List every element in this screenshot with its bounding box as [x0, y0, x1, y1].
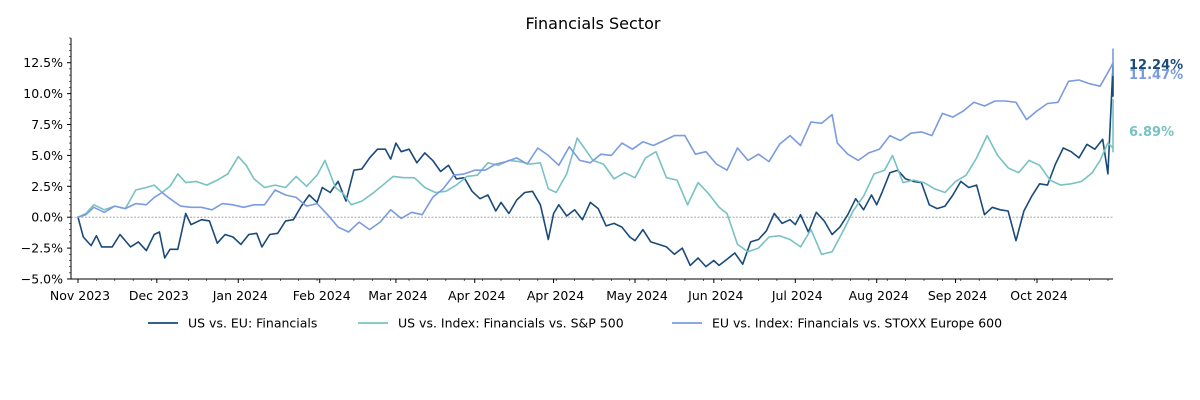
legend-label-2: US vs. Index: Financials vs. S&P 500 — [398, 316, 624, 331]
x-tick-label: Jul 2024 — [771, 288, 823, 303]
legend: US vs. EU: Financials US vs. Index: Finan… — [148, 316, 1002, 331]
series-lines — [77, 48, 1114, 268]
x-tick-label: Apr 2024 — [448, 288, 505, 303]
x-tick-label: Jun 2024 — [687, 288, 743, 303]
series-end-labels: 12.24%11.47% 6.89% — [1129, 58, 1183, 140]
x-tick-label: Sep 2024 — [928, 288, 987, 303]
end-label-2: 6.89% — [1129, 125, 1174, 140]
y-tick-label: −2.5% — [21, 241, 63, 256]
legend-label-3: EU vs. Index: Financials vs. STOXX Europ… — [712, 316, 1002, 331]
x-tick-label: Aug 2024 — [849, 288, 909, 303]
series-line-1 — [77, 64, 1114, 268]
y-tick-label: 12.5% — [23, 55, 63, 70]
y-axis-ticks: −5.0% −2.5% 0.0% 2.5% 5.0% 7.5% 10.0% 12.5% — [21, 37, 71, 287]
x-tick-label: Apr 2024 — [527, 288, 584, 303]
y-tick-label: −5.0% — [21, 272, 63, 287]
x-tick-label: Feb 2024 — [293, 288, 351, 303]
x-tick-label: Mar 2024 — [368, 288, 427, 303]
y-tick-label: 7.5% — [31, 117, 63, 132]
x-axis-ticks: Nov 2023 Dec 2023 Jan 2024 Feb 2024 Mar 2024… — [50, 279, 1109, 303]
y-tick-label: 2.5% — [31, 179, 63, 194]
y-tick-label: 0.0% — [31, 210, 63, 225]
end-label-3: 11.47% — [1129, 68, 1183, 83]
x-tick-label: Oct 2024 — [1010, 288, 1067, 303]
x-tick-label: May 2024 — [606, 288, 668, 303]
x-tick-label: Nov 2023 — [50, 288, 110, 303]
x-tick-label: Jan 2024 — [212, 288, 268, 303]
chart-title: Financials Sector — [526, 14, 661, 33]
y-tick-label: 10.0% — [23, 86, 63, 101]
series-line-2 — [77, 99, 1114, 256]
x-tick-label: Dec 2023 — [129, 288, 189, 303]
legend-label-1: US vs. EU: Financials — [188, 316, 317, 331]
y-tick-label: 5.0% — [31, 148, 63, 163]
axes — [70, 38, 1113, 280]
series-line-3 — [77, 48, 1114, 233]
end-label-1: 12.24% — [1129, 58, 1183, 73]
